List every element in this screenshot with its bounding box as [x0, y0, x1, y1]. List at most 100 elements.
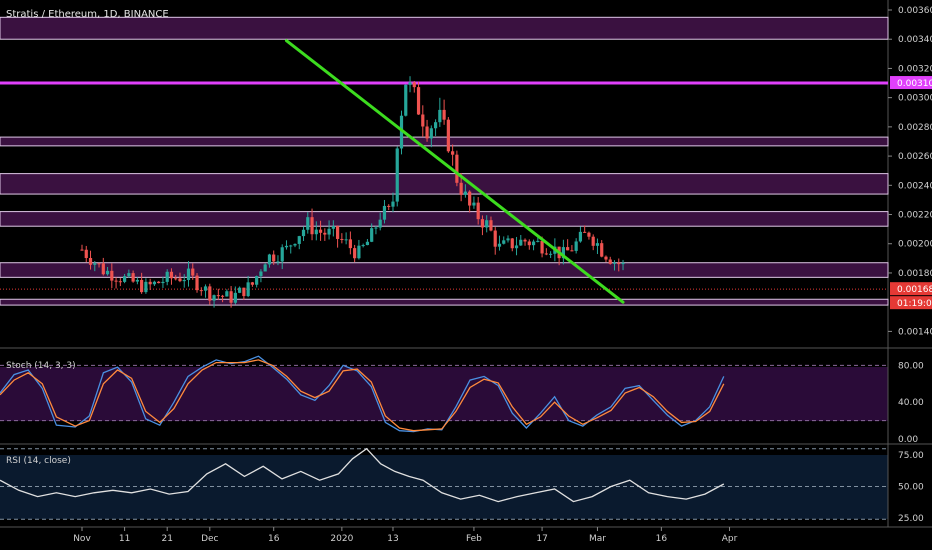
- candle-body: [161, 281, 165, 284]
- rsi-axis-label: 75.00: [898, 451, 924, 461]
- candle-body: [604, 256, 608, 260]
- candle-body: [531, 241, 536, 246]
- candle-body: [110, 270, 114, 281]
- candle-body: [318, 229, 323, 233]
- candle-body: [336, 226, 340, 239]
- candle-body: [314, 229, 318, 235]
- time-axis-label: Feb: [466, 534, 482, 544]
- price-axis-label: 0.003600: [898, 6, 932, 16]
- candle-body: [357, 245, 361, 259]
- candle-body: [88, 258, 93, 265]
- time-axis-label: 13: [387, 534, 398, 544]
- candle-body: [476, 202, 480, 220]
- candle-body: [131, 273, 135, 282]
- time-axis-label: 11: [119, 534, 130, 544]
- time-axis-label: 16: [656, 534, 668, 544]
- candle-body: [446, 119, 450, 152]
- candle-body: [480, 219, 485, 228]
- candle-body: [353, 248, 357, 259]
- candle-body: [276, 261, 280, 263]
- time-axis-label: 2020: [330, 534, 353, 544]
- candle-body: [127, 273, 131, 277]
- candle-body: [451, 151, 455, 155]
- candle-body: [536, 240, 540, 242]
- candle-body: [327, 228, 331, 235]
- candle-body: [485, 220, 489, 228]
- candle-body: [429, 128, 433, 139]
- candle-body: [378, 219, 382, 228]
- candle-body: [255, 276, 259, 285]
- candle-body: [361, 245, 365, 247]
- candle-body: [540, 240, 544, 254]
- horizontal-band: [0, 173, 889, 195]
- rsi-line: [0, 447, 725, 503]
- candle-body: [182, 280, 186, 282]
- price-axis-label: 0.003200: [898, 64, 932, 74]
- countdown-label: 01:19:09: [897, 299, 932, 309]
- candle-body: [442, 109, 446, 120]
- candle-body: [195, 275, 199, 291]
- candle-body: [370, 228, 374, 242]
- candle-body: [229, 291, 233, 303]
- candle-body: [233, 292, 237, 303]
- horizontal-band: [0, 16, 889, 40]
- candle-body: [621, 262, 625, 265]
- chart-title: Stratis / Ethereum, 1D, BINANCE: [6, 9, 169, 20]
- candle-body: [433, 122, 438, 129]
- candle-body: [595, 243, 600, 246]
- candle-body: [570, 250, 574, 252]
- candle-body: [199, 290, 203, 292]
- horizontal-band: [0, 211, 889, 227]
- price-axis-label: 0.002200: [898, 211, 932, 221]
- candle-body: [272, 254, 276, 262]
- candle-body: [566, 247, 570, 251]
- candle-body: [608, 259, 612, 264]
- candle-body: [468, 191, 472, 206]
- candle-body: [80, 249, 84, 251]
- candle-body: [497, 243, 502, 247]
- current-price-label-bg: [890, 282, 932, 296]
- candle-body: [246, 282, 250, 297]
- candle-body: [165, 271, 169, 282]
- candle-body: [561, 247, 565, 259]
- time-axis-label: Apr: [722, 534, 738, 544]
- candle-body: [391, 201, 395, 207]
- candle-body: [399, 115, 404, 149]
- magenta-level-label-bg: [890, 76, 932, 90]
- time-axis-label: Mar: [589, 534, 606, 544]
- candle-body: [348, 239, 352, 249]
- candle-body: [93, 263, 97, 265]
- candle-body: [208, 286, 212, 301]
- rsi-axis-label: 50.00: [898, 483, 924, 493]
- candle-body: [489, 220, 493, 231]
- price-axis-label: 0.002400: [898, 181, 932, 191]
- candle-body: [267, 254, 272, 265]
- candle-body: [114, 280, 118, 282]
- stoch-axis-label: 0.00: [898, 435, 918, 445]
- candle-body: [506, 238, 510, 241]
- candle-body: [455, 154, 459, 183]
- candle-body: [412, 82, 416, 88]
- candle-body: [84, 249, 88, 259]
- candle-body: [123, 276, 127, 282]
- countdown-label-bg: [890, 296, 932, 310]
- horizontal-band: [0, 136, 889, 147]
- horizontal-band: [0, 298, 889, 306]
- candle-body: [101, 263, 105, 275]
- candle-body: [549, 253, 553, 255]
- candle-body: [178, 278, 182, 282]
- candle-body: [220, 295, 225, 297]
- candle-body: [169, 271, 174, 279]
- price-axis-label: 0.002800: [898, 123, 932, 133]
- descending-trendline: [284, 39, 625, 304]
- price-axis-label: 0.003400: [898, 35, 932, 45]
- time-axis-label: Dec: [201, 534, 218, 544]
- candle-body: [148, 281, 152, 285]
- candle-body: [97, 263, 101, 265]
- candle-body: [242, 287, 246, 297]
- candle-body: [289, 245, 293, 247]
- stoch-band-fill: [0, 367, 888, 421]
